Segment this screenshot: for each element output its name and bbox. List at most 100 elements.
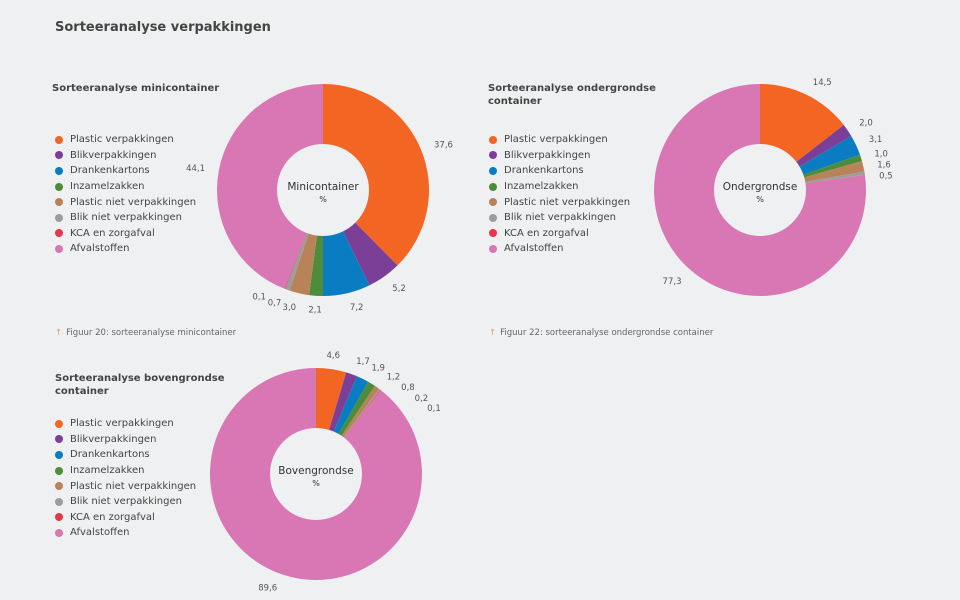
- legend-swatch: [489, 151, 497, 160]
- legend-label: Plastic niet verpakkingen: [70, 480, 197, 492]
- legend-item: Drankenkartons: [489, 163, 630, 179]
- legend-item: Drankenkartons: [55, 447, 196, 463]
- legend-item: KCA en zorgafval: [55, 510, 196, 526]
- legend-item: Plastic verpakkingen: [55, 132, 196, 148]
- data-label: 2,1: [308, 306, 322, 316]
- data-label: 77,3: [663, 277, 682, 287]
- legend-swatch: [489, 135, 497, 144]
- figure-caption: ↑ Figuur 20: sorteeranalyse minicontainer: [55, 328, 236, 338]
- data-label: 44,1: [186, 164, 205, 174]
- legend-label: Afvalstoffen: [70, 527, 130, 539]
- data-label: 0,1: [252, 293, 266, 303]
- data-label: 4,6: [326, 351, 340, 361]
- unit-label: %: [319, 195, 327, 204]
- legend-item: Plastic niet verpakkingen: [489, 194, 630, 210]
- legend-swatch: [55, 497, 63, 506]
- unit-label: %: [312, 479, 320, 488]
- legend-item: Plastic niet verpakkingen: [55, 194, 196, 210]
- legend-swatch: [55, 435, 63, 444]
- legend-swatch: [489, 182, 497, 191]
- legend-item: Blik niet verpakkingen: [55, 210, 196, 226]
- legend-swatch: [489, 229, 497, 238]
- legend-item: Blikverpakkingen: [55, 148, 196, 164]
- legend-item: Inzamelzakken: [55, 179, 196, 195]
- pie-slice-plastic-verpakkingen: [323, 84, 430, 266]
- legend-swatch: [55, 135, 63, 144]
- legend-item: Blik niet verpakkingen: [489, 210, 630, 226]
- legend-label: Plastic verpakkingen: [70, 418, 174, 430]
- legend-swatch: [489, 166, 497, 175]
- legend-swatch: [55, 482, 63, 491]
- legend-swatch: [55, 450, 63, 459]
- caption-text: Figuur 20: sorteeranalyse minicontainer: [66, 328, 237, 338]
- page-title: Sorteeranalyse verpakkingen: [55, 20, 271, 35]
- legend-label: Blikverpakkingen: [504, 149, 591, 161]
- legend-label: KCA en zorgafval: [504, 227, 589, 239]
- legend-swatch: [489, 198, 497, 207]
- caption-text: Figuur 22: sorteeranalyse ondergrondse c…: [500, 328, 714, 338]
- unit-label: %: [756, 195, 764, 204]
- legend-label: KCA en zorgafval: [70, 227, 155, 239]
- legend-item: Afvalstoffen: [55, 525, 196, 541]
- data-label: 3,1: [869, 135, 883, 145]
- legend-swatch: [55, 513, 63, 522]
- legend-label: Blik niet verpakkingen: [504, 212, 616, 224]
- legend-label: Afvalstoffen: [70, 243, 130, 255]
- legend-item: KCA en zorgafval: [55, 226, 196, 242]
- legend-item: Drankenkartons: [55, 163, 196, 179]
- legend-swatch: [55, 244, 63, 253]
- legend-swatch: [489, 213, 497, 222]
- legend-item: Afvalstoffen: [489, 241, 630, 257]
- data-label: 3,0: [283, 303, 297, 313]
- legend-label: Plastic verpakkingen: [70, 134, 174, 146]
- center-label: Minicontainer: [287, 181, 359, 193]
- legend-item: Plastic niet verpakkingen: [55, 478, 196, 494]
- data-label: 37,6: [434, 140, 453, 150]
- legend-label: Drankenkartons: [70, 165, 150, 177]
- data-label: 0,5: [879, 171, 893, 181]
- arrow-up-icon: ↑: [55, 328, 63, 338]
- legend: Plastic verpakkingen Blikverpakkingen Dran…: [55, 132, 196, 257]
- legend-label: Blik niet verpakkingen: [70, 212, 182, 224]
- legend-item: Plastic verpakkingen: [55, 416, 196, 432]
- legend: Plastic verpakkingen Blikverpakkingen Dran…: [489, 132, 630, 257]
- legend-swatch: [55, 528, 63, 537]
- legend-swatch: [55, 182, 63, 191]
- legend-swatch: [55, 213, 63, 222]
- data-label: 2,0: [859, 119, 873, 129]
- legend-item: KCA en zorgafval: [489, 226, 630, 242]
- legend-item: Inzamelzakken: [55, 463, 196, 479]
- donut-hole: [714, 144, 806, 236]
- legend-label: Drankenkartons: [504, 165, 584, 177]
- legend-item: Blikverpakkingen: [489, 148, 630, 164]
- legend-swatch: [489, 244, 497, 253]
- figure-caption: ↑ Figuur 22: sorteeranalyse ondergrondse …: [489, 328, 713, 338]
- center-label: Ondergrondse: [723, 181, 798, 193]
- legend-label: Inzamelzakken: [70, 465, 145, 477]
- pie-slice-afvalstoffen: [216, 84, 323, 289]
- legend-item: Inzamelzakken: [489, 179, 630, 195]
- legend-swatch: [55, 419, 63, 428]
- data-label: 5,2: [392, 284, 406, 294]
- data-label: 1,7: [356, 357, 370, 367]
- data-label: 0,7: [268, 299, 282, 309]
- data-label: 0,1: [427, 404, 441, 414]
- data-label: 1,0: [874, 150, 888, 160]
- legend-label: Blikverpakkingen: [70, 149, 157, 161]
- legend-label: Afvalstoffen: [504, 243, 564, 255]
- legend-swatch: [55, 166, 63, 175]
- legend-swatch: [55, 198, 63, 207]
- chart-title: Sorteeranalyse bovengrondse container: [55, 373, 225, 397]
- data-label: 7,2: [350, 303, 364, 313]
- data-label: 0,2: [415, 394, 429, 404]
- legend-swatch: [55, 229, 63, 238]
- legend-label: Inzamelzakken: [504, 181, 579, 193]
- legend: Plastic verpakkingen Blikverpakkingen Dran…: [55, 416, 196, 541]
- legend-item: Blik niet verpakkingen: [55, 494, 196, 510]
- legend-swatch: [55, 466, 63, 475]
- legend-label: Plastic niet verpakkingen: [70, 196, 197, 208]
- data-label: 89,6: [258, 584, 277, 594]
- donut-hole: [270, 428, 362, 520]
- legend-label: Blik niet verpakkingen: [70, 496, 182, 508]
